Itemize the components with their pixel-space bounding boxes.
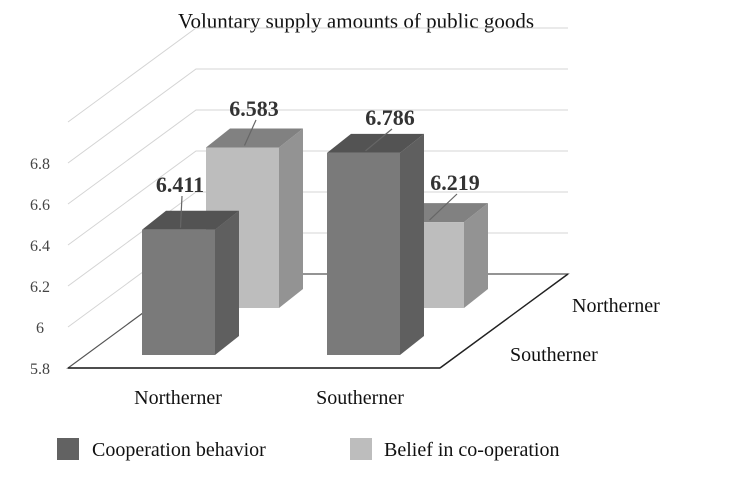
bar-side-cooperation-behavior-northerner xyxy=(215,210,239,355)
gridline xyxy=(67,109,568,205)
bar-front-cooperation-behavior-southerner xyxy=(327,152,400,355)
bar-cooperation-behavior-northerner xyxy=(142,210,239,355)
y-tick-label: 5.8 xyxy=(30,361,50,378)
leader-line-belief-in-co-operation-northerner xyxy=(243,119,257,146)
y-tick-label: 6.4 xyxy=(30,238,50,255)
y-tick-label: 6.6 xyxy=(30,197,50,214)
y-tick-label: 6.2 xyxy=(30,279,50,296)
legend-swatch-cooperation-behavior xyxy=(57,438,79,460)
data-label-cooperation-behavior-southerner: 6.786 xyxy=(365,105,415,130)
bar-side-cooperation-behavior-southerner xyxy=(400,133,424,355)
x-category-label-northerner: Northerner xyxy=(134,387,222,409)
leader-line-belief-in-co-operation-southerner xyxy=(429,193,458,221)
legend: Cooperation behavior Belief in co-operat… xyxy=(57,438,560,461)
bars xyxy=(142,128,488,355)
leader-line-cooperation-behavior-southerner xyxy=(365,128,393,152)
legend-label-belief-in-co-operation: Belief in co-operation xyxy=(384,439,560,461)
data-label-cooperation-behavior-northerner: 6.411 xyxy=(156,172,204,197)
data-labels: 6.583 6.219 6.411 6.786 xyxy=(156,96,480,228)
data-label-belief-in-co-operation-southerner: 6.219 xyxy=(430,170,480,195)
depth-category-label-southerner: Southerner xyxy=(510,344,598,366)
bar-top-cooperation-behavior-northerner xyxy=(142,210,239,230)
gridline xyxy=(67,150,568,246)
chart-title: Voluntary supply amounts of public goods xyxy=(178,9,534,33)
bar-front-cooperation-behavior-northerner xyxy=(142,229,215,355)
y-tick-label: 6 xyxy=(36,320,44,337)
bar-side-belief-in-co-operation-southerner xyxy=(464,203,488,308)
x-category-label-southerner: Southerner xyxy=(316,387,404,409)
data-label-belief-in-co-operation-northerner: 6.583 xyxy=(229,96,279,121)
depth-category-label-northerner: Northerner xyxy=(572,295,660,317)
y-tick-label: 6.8 xyxy=(30,156,50,173)
gridline xyxy=(67,68,568,164)
y-axis-ticks: 5.8 6 6.2 6.4 6.6 6.8 xyxy=(30,156,50,378)
gridline xyxy=(67,191,568,287)
legend-label-cooperation-behavior: Cooperation behavior xyxy=(92,439,266,461)
depth-axis-line xyxy=(439,273,569,369)
bar-cooperation-behavior-southerner xyxy=(327,133,424,355)
bar-side-belief-in-co-operation-northerner xyxy=(279,128,303,308)
bar-top-belief-in-co-operation-northerner xyxy=(206,128,303,148)
leader-line-cooperation-behavior-northerner xyxy=(179,195,183,228)
gridline xyxy=(67,27,568,123)
gridlines xyxy=(67,27,568,369)
legend-swatch-belief-in-co-operation xyxy=(350,438,372,460)
